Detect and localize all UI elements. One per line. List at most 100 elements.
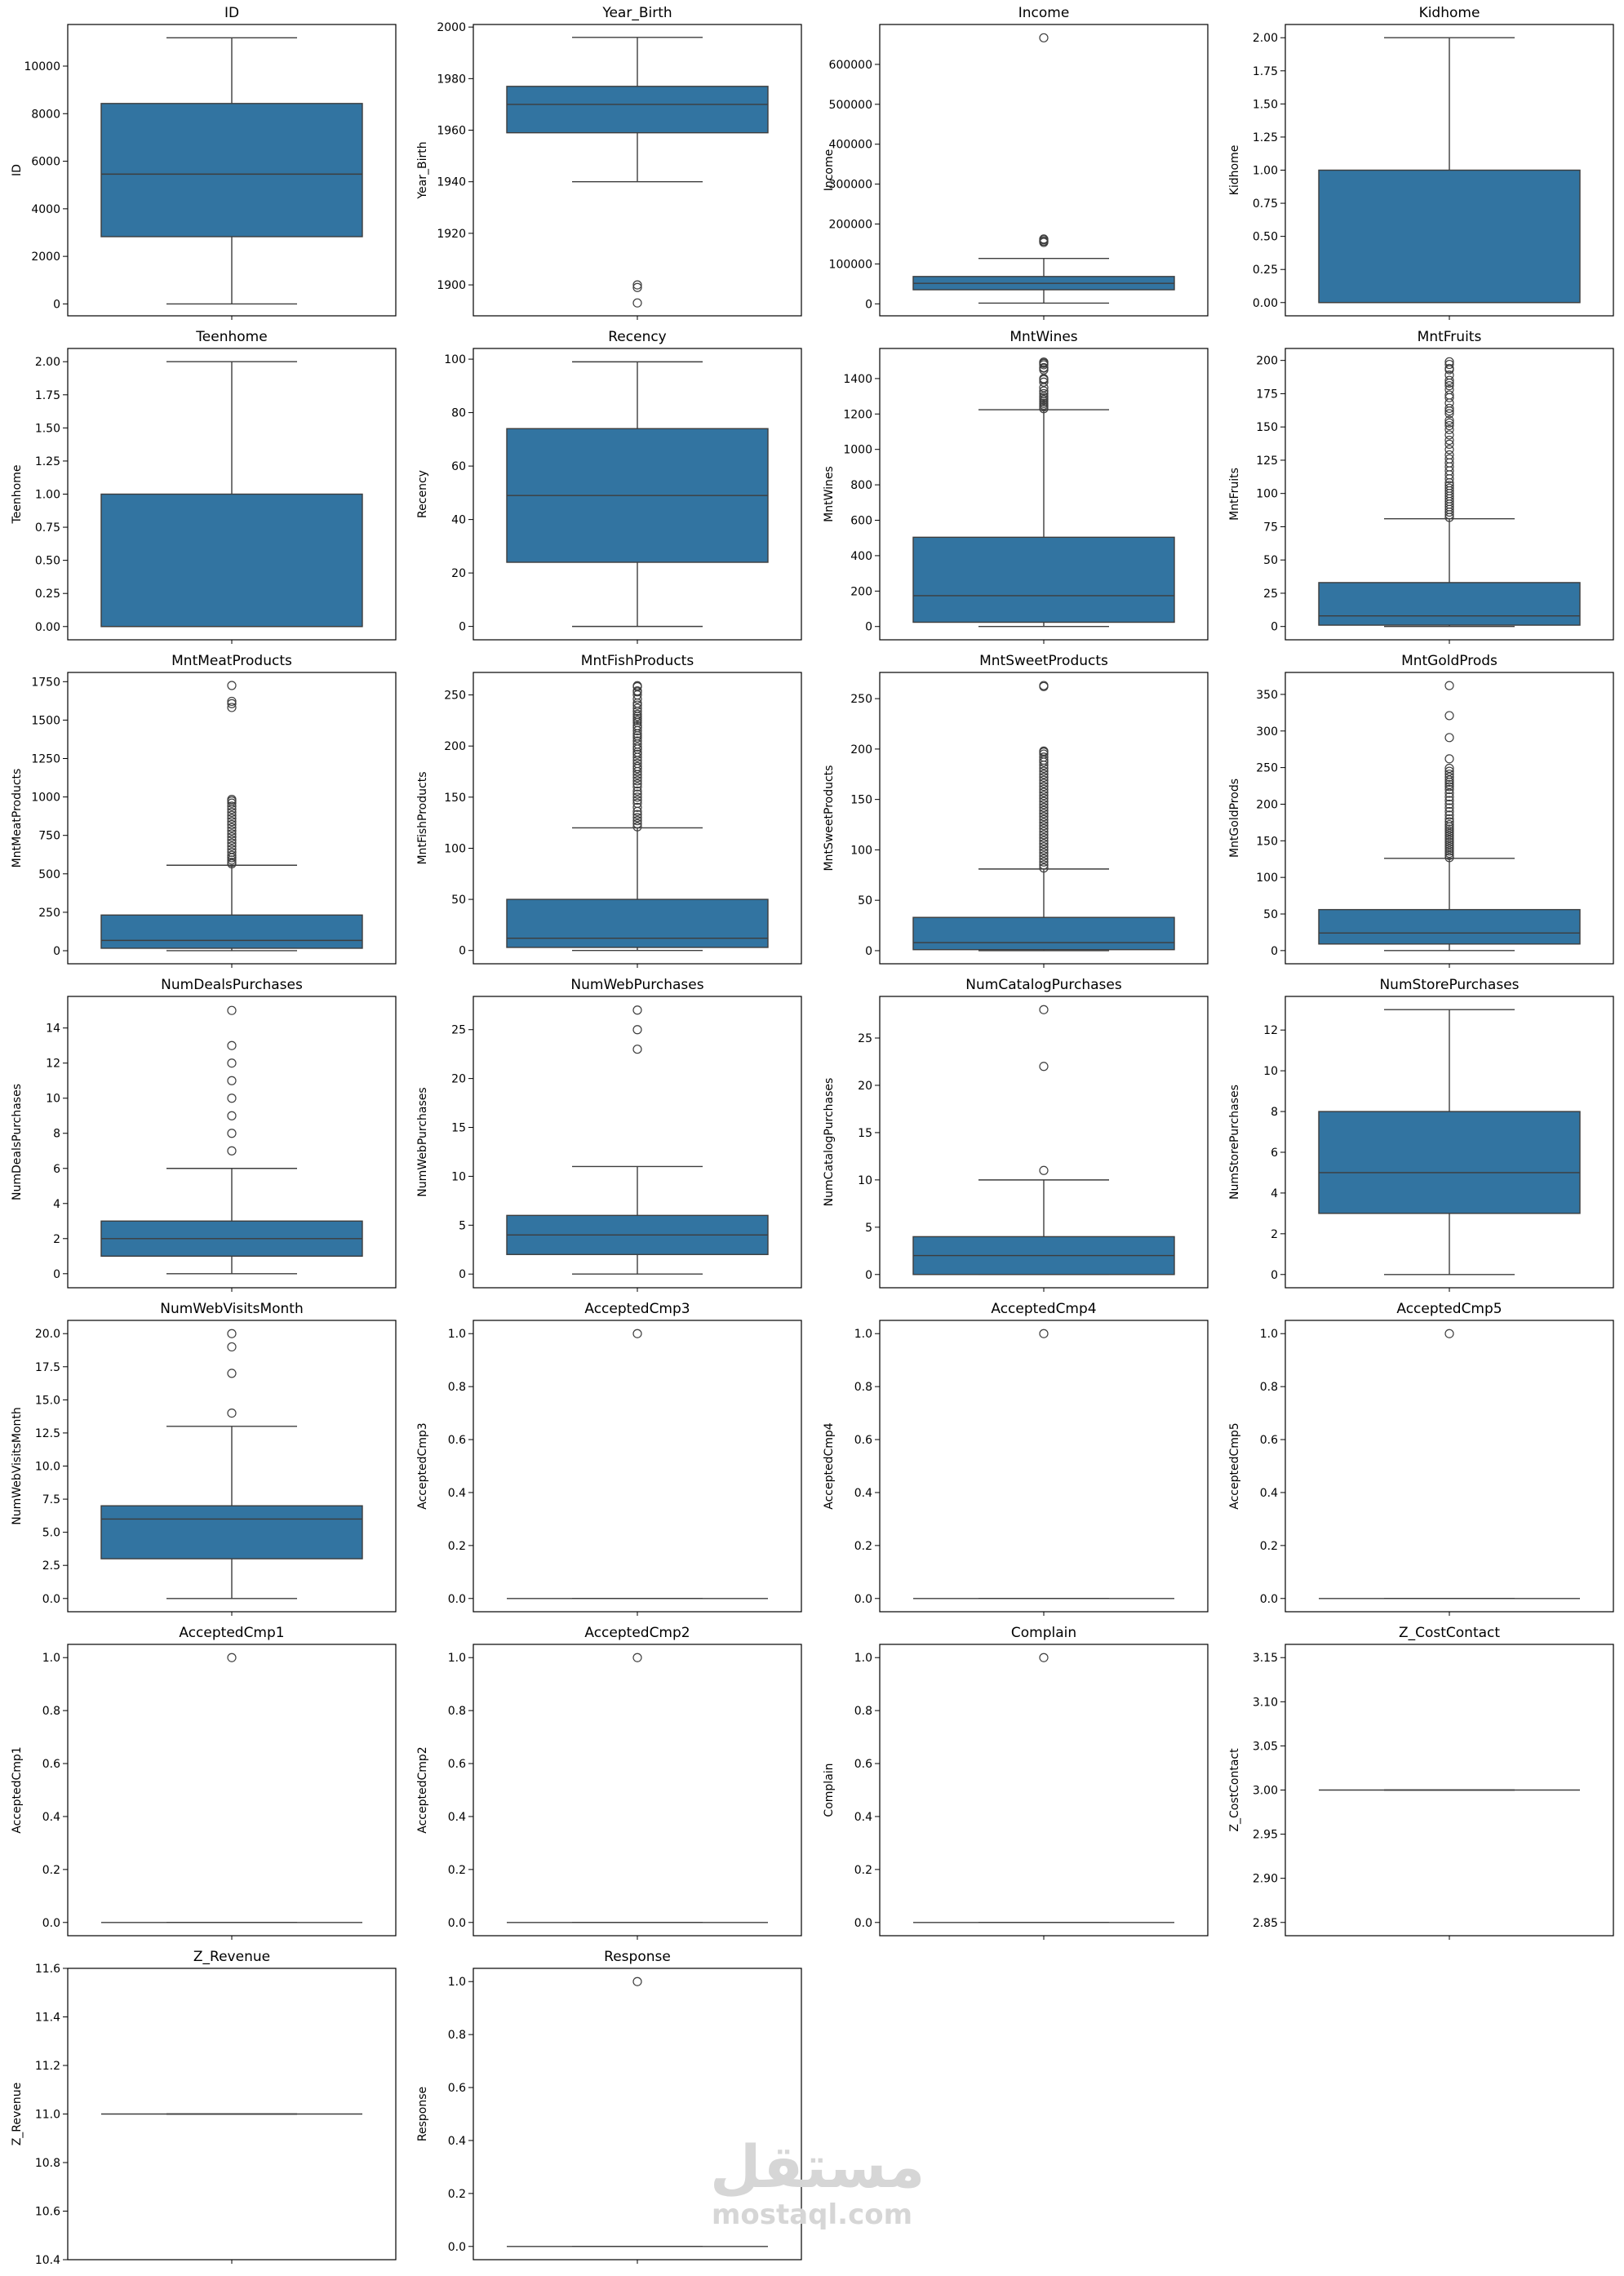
y-tick-label: 25 [858,1032,872,1045]
y-tick-label: 4 [1271,1187,1278,1200]
iqr-box [100,1505,363,1559]
y-tick-label: 0.00 [35,621,60,634]
outlier-point [1444,681,1454,690]
y-tick-label: 0.75 [35,521,60,535]
y-tick-label: 150 [1256,835,1278,848]
outlier-point [1444,772,1454,782]
outlier-point [1039,1165,1049,1175]
y-tick-label: 150 [850,794,872,807]
y-tick-label: 150 [1256,421,1278,434]
y-tick-label: 1980 [437,73,466,86]
y-tick-label: 80 [451,407,466,420]
outlier-point [227,699,237,708]
y-tick-label: 0 [53,1268,60,1281]
subplot-kidhome: Kidhome Kidhome 0.00 0.25 0.50 0.75 1.00 1.25 1.… [1228,5,1614,320]
y-tick-label: 3.00 [1253,1785,1278,1798]
y-tick-label: 1960 [437,125,466,138]
y-tick-label: 1.0 [1260,1328,1278,1341]
subplot-teenhome: Teenhome Teenhome 0.00 0.25 0.50 0.75 1.00 1.25… [11,329,397,644]
y-tick-label: 250 [444,690,466,703]
y-tick-label: 50 [1263,554,1278,567]
y-tick-label: 1.25 [1253,131,1278,144]
outlier-point [632,280,642,290]
y-tick-label: 14 [46,1023,60,1036]
y-axis-label: AcceptedCmp5 [1228,1422,1241,1509]
y-tick-label: 0.2 [854,1540,872,1553]
outlier-point [1444,828,1454,838]
outlier-point [1444,763,1454,774]
outlier-point [227,1094,237,1103]
outlier-point [1039,386,1049,396]
y-tick-label: 15 [858,1127,872,1140]
axes-frame [1285,996,1614,1289]
y-tick-label: 100 [1256,872,1278,885]
y-tick-label: 200 [444,740,466,753]
y-tick-label: 17.5 [35,1361,60,1374]
subplot-acceptedcmp5: AcceptedCmp5 AcceptedCmp5 0.0 0.2 0.4 0.6 0.8 1… [1228,1301,1614,1616]
y-tick-label: 1.00 [35,489,60,502]
subplot-income: Income Income 0 100000 200000 300000 400000 500… [823,5,1209,320]
y-tick-label: 0 [865,945,872,958]
y-tick-label: 10.6 [35,2206,60,2219]
outlier-point [1039,796,1049,806]
y-tick-label: 600 [850,515,872,528]
y-tick-label: 300 [1256,725,1278,739]
outlier-point [1444,779,1454,789]
y-axis-label: Kidhome [1228,145,1241,196]
outlier-point [1444,403,1454,413]
y-tick-label: 3.10 [1253,1696,1278,1709]
y-tick-label: 0.8 [854,1381,872,1394]
axes-frame [473,348,802,641]
subplot-title: ID [224,5,239,21]
axes-frame [67,672,397,965]
iqr-box [912,916,1175,951]
y-tick-label: 0.0 [854,1917,872,1930]
subplot-title: NumDealsPurchases [161,977,303,993]
y-tick-label: 20 [451,567,466,580]
y-tick-label: 1400 [843,373,872,386]
y-tick-label: 2 [1271,1228,1278,1241]
outlier-point [1039,357,1049,367]
y-tick-label: 20.0 [35,1328,60,1341]
y-tick-label: 1500 [31,714,60,727]
outlier-point [227,832,237,842]
y-tick-label: 0.4 [854,1811,872,1824]
y-tick-label: 0 [1271,945,1278,958]
subplot-title: MntFruits [1418,329,1482,345]
outlier-point [1444,784,1454,795]
outlier-point [227,801,237,811]
y-axis-label: Response [416,2087,429,2141]
outlier-point [632,736,642,746]
y-tick-label: 0 [459,945,466,958]
outlier-point [1444,814,1454,823]
y-tick-label: 0.4 [448,2135,466,2148]
subplot-mntwines: MntWines MntWines 0 200 400 600 800 1000 1200 140… [823,329,1209,644]
y-tick-label: 0.2 [42,1864,60,1877]
outlier-point [1444,435,1454,446]
y-tick-label: 2 [53,1233,60,1246]
axes-frame [1285,1644,1614,1937]
outlier-point [632,789,642,799]
outlier-point [1444,848,1454,858]
y-axis-label: AcceptedCmp1 [11,1746,24,1833]
axes-frame [879,1644,1209,1937]
outlier-point [1039,800,1049,810]
outlier-point [1039,1329,1049,1338]
subplot-acceptedcmp4: AcceptedCmp4 AcceptedCmp4 0.0 0.2 0.4 0.6 0.8 1… [823,1301,1209,1616]
subplot-acceptedcmp3: AcceptedCmp3 AcceptedCmp3 0.0 0.2 0.4 0.6 0.8 1… [416,1301,802,1616]
outlier-point [1039,848,1049,858]
y-axis-label: NumCatalogPurchases [823,1078,836,1207]
outlier-point [1039,775,1049,785]
outlier-point [1444,357,1454,366]
y-tick-label: 0.2 [1260,1540,1278,1553]
y-tick-label: 0.75 [1253,197,1278,211]
y-tick-label: 1000 [843,444,872,457]
y-tick-label: 1250 [31,752,60,765]
y-axis-label: MntSweetProducts [823,765,836,872]
y-tick-label: 200 [850,743,872,756]
outlier-point [1444,788,1454,798]
outlier-point [632,819,642,828]
outlier-point [1444,370,1454,380]
outlier-point [1039,772,1049,783]
outlier-point [1039,791,1049,801]
